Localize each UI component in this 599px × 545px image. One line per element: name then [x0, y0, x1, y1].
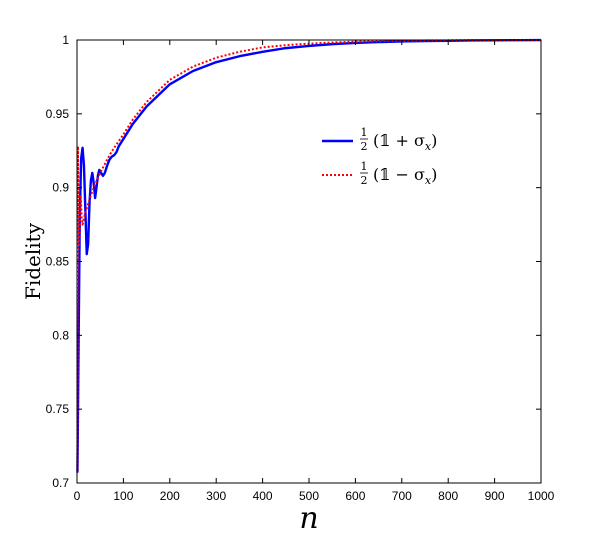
y-tick-label: 1 [62, 33, 69, 47]
ticks-layer: 0 100 200 300 400 500 600 700 800 900 1000 0.7 0.75 0… [46, 33, 555, 503]
x-axis-label: n [299, 501, 318, 536]
y-tick-label: 0.75 [46, 402, 70, 416]
x-tick-label: 500 [299, 489, 319, 503]
legend-fraction-numerator: 1 [361, 160, 368, 173]
legend-close-paren: ) [431, 131, 437, 150]
x-tick-label: 200 [160, 489, 180, 503]
series-layer [76, 38, 542, 473]
x-tick-label: 300 [206, 489, 226, 503]
y-tick-label: 0.85 [46, 255, 70, 269]
y-tick-label: 0.9 [52, 181, 69, 195]
x-tick-label: 0 [74, 489, 81, 503]
legend-subscript: x [425, 140, 432, 153]
legend-label-2: (𝟙 − σx) [373, 165, 437, 187]
y-tick-label: 0.8 [52, 328, 69, 342]
series-line-2 [76, 39, 542, 473]
legend-expression: (𝟙 − σ [373, 165, 425, 184]
x-tick-label: 600 [345, 489, 365, 503]
series-line-1 [76, 38, 542, 473]
x-tick-label: 800 [438, 489, 458, 503]
legend-label-1: (𝟙 + σx) [373, 131, 437, 153]
legend: 12 (𝟙 + σx)12 (𝟙 − σx) [322, 126, 437, 187]
x-tick-label: 700 [392, 489, 412, 503]
x-tick-label: 100 [113, 489, 133, 503]
x-tick-label: 400 [253, 489, 273, 503]
x-tick-label: 900 [485, 489, 505, 503]
y-tick-label: 0.95 [46, 107, 70, 121]
legend-fraction-denominator: 2 [361, 174, 368, 187]
legend-fraction-numerator: 1 [361, 126, 368, 139]
legend-fraction-denominator: 2 [361, 140, 368, 153]
legend-subscript: x [425, 174, 432, 187]
legend-expression: (𝟙 + σ [373, 131, 425, 150]
legend-close-paren: ) [431, 165, 437, 184]
y-tick-label: 0.7 [52, 476, 69, 490]
x-tick-label: 1000 [528, 489, 555, 503]
y-axis-label: Fidelity [21, 222, 45, 300]
